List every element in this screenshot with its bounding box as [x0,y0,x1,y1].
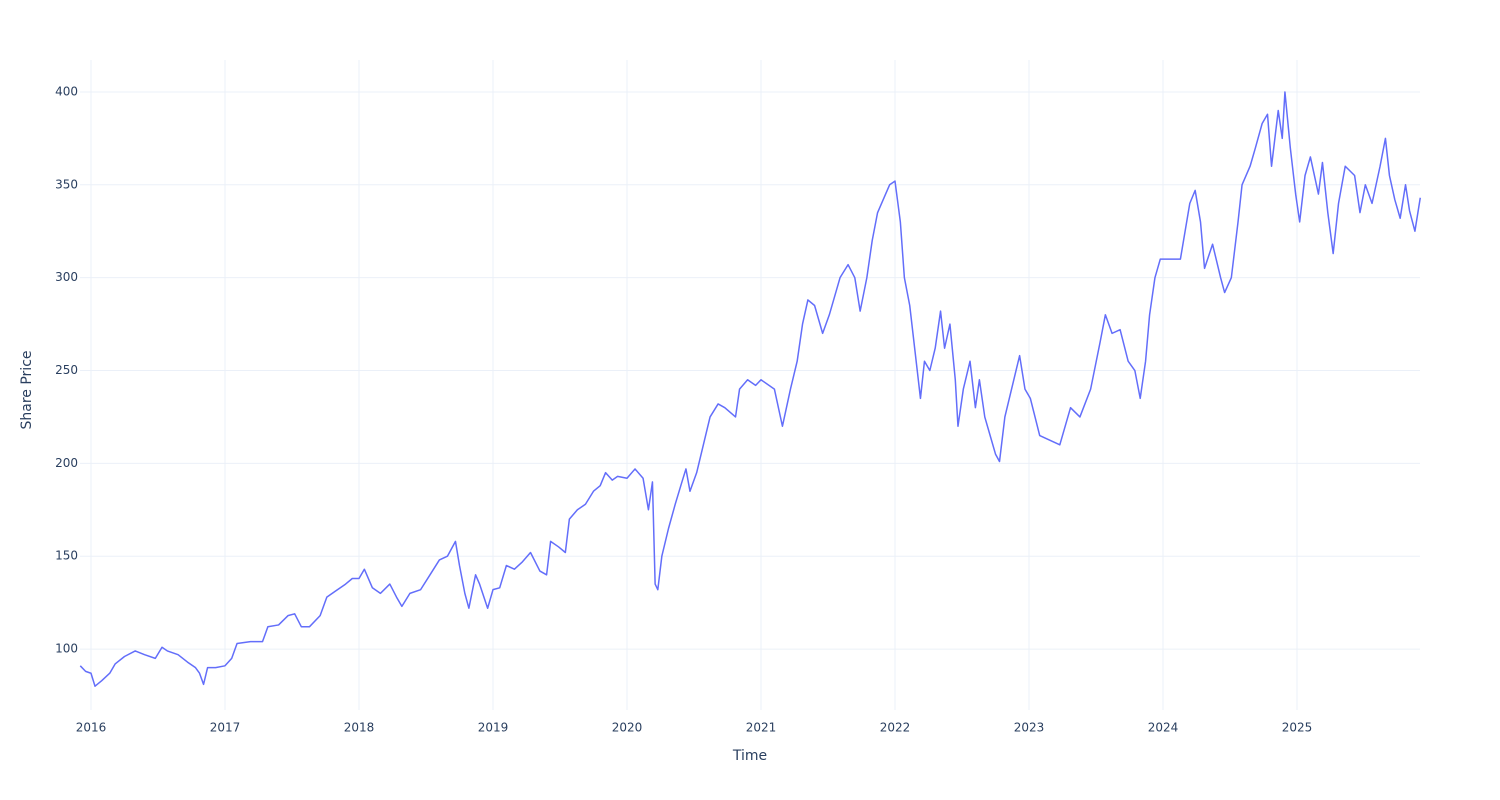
x-axis-title: Time [732,748,767,764]
y-tick-label: 200 [55,456,78,470]
grid [80,60,1420,710]
x-tick-label: 2019 [478,721,509,735]
x-tick-label: 2023 [1014,721,1045,735]
y-axis-title: Share Price [19,350,35,429]
x-tick-label: 2018 [344,721,375,735]
x-tick-label: 2025 [1282,721,1313,735]
x-tick-label: 2017 [210,721,241,735]
y-tick-label: 150 [55,549,78,563]
x-tick-label: 2022 [880,721,911,735]
y-tick-label: 300 [55,270,78,284]
x-tick-label: 2024 [1148,721,1179,735]
x-tick-label: 2016 [76,721,107,735]
plot-area [79,91,1422,687]
y-tick-label: 350 [55,177,78,191]
y-tick-label: 100 [55,642,78,656]
x-tick-label: 2020 [612,721,643,735]
x-tick-label: 2021 [746,721,777,735]
line-series [79,91,1422,687]
y-tick-label: 250 [55,363,78,377]
y-tick-label: 400 [55,84,78,98]
